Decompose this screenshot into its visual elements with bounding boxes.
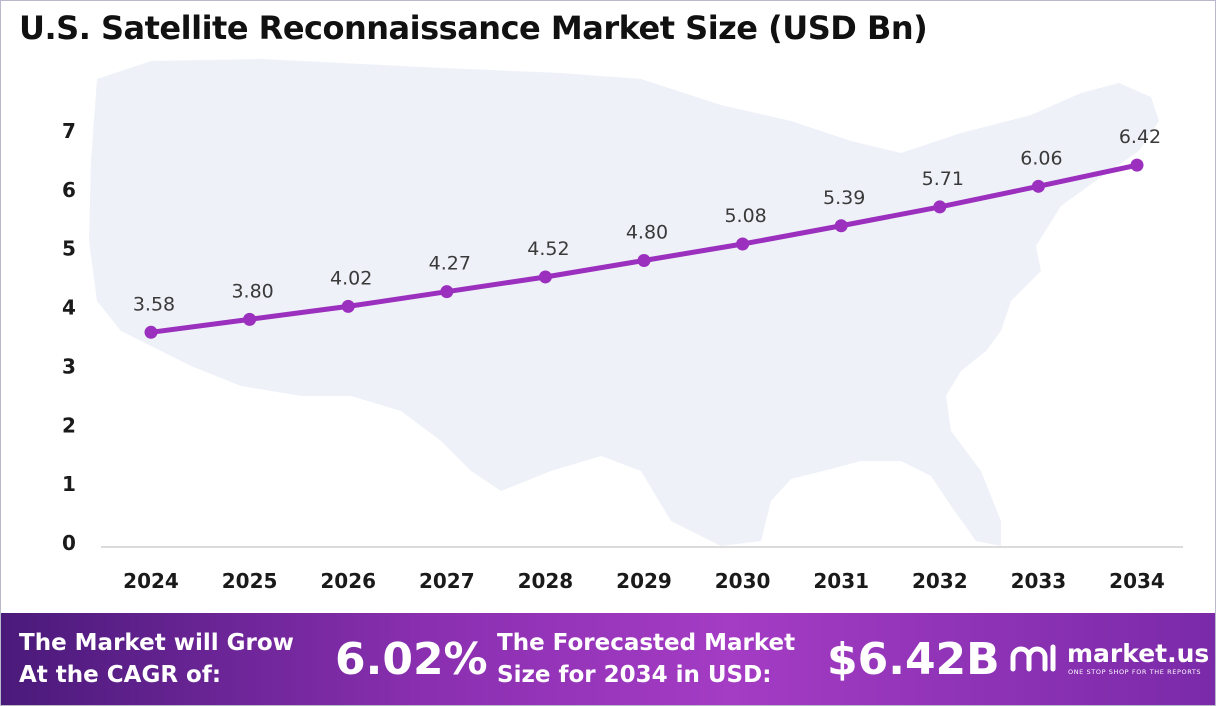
y-tick-label: 0 [62, 531, 76, 555]
x-tick-label: 2034 [1109, 569, 1165, 593]
cagr-value: 6.02% [335, 634, 488, 685]
data-label: 4.80 [626, 221, 668, 243]
y-tick-label: 2 [62, 413, 76, 437]
data-point [1031, 179, 1045, 193]
market-us-logo-icon [1010, 644, 1056, 672]
x-tick-label: 2026 [320, 569, 376, 593]
data-label: 5.71 [922, 168, 964, 190]
usa-map-background [89, 59, 1159, 546]
data-point [341, 299, 355, 313]
data-point [736, 237, 750, 251]
data-point [933, 200, 947, 214]
data-point [834, 219, 848, 233]
x-tick-label: 2033 [1011, 569, 1067, 593]
x-tick-label: 2024 [123, 569, 179, 593]
forecast-value: $6.42B [827, 634, 1000, 685]
logo-name: market.us [1067, 639, 1210, 668]
data-point [243, 312, 257, 326]
data-label: 4.02 [330, 267, 372, 289]
forecast-label-line2: Size for 2034 in USD: [497, 662, 772, 688]
y-tick-label: 7 [62, 119, 76, 143]
x-tick-label: 2031 [813, 569, 869, 593]
data-point [440, 285, 454, 299]
line-chart: 0 1 2 3 4 5 6 7 2024 2025 2026 2027 2028 2029 2030 203… [62, 59, 1183, 593]
cagr-label-line1: The Market will Grow [19, 630, 294, 656]
data-label: 6.06 [1020, 147, 1062, 169]
x-tick-label: 2025 [222, 569, 278, 593]
x-tick-label: 2030 [715, 569, 771, 593]
data-label: 6.42 [1119, 126, 1161, 148]
data-point [144, 325, 158, 339]
data-label: 5.08 [724, 205, 766, 227]
data-label: 5.39 [823, 187, 865, 209]
y-tick-label: 5 [62, 237, 76, 261]
x-tick-label: 2027 [419, 569, 475, 593]
y-tick-label: 6 [62, 178, 76, 202]
data-point [538, 270, 552, 284]
cagr-label-line2: At the CAGR of: [19, 662, 222, 688]
x-tick-label: 2028 [518, 569, 574, 593]
x-tick-label: 2032 [912, 569, 968, 593]
x-tick-label: 2029 [616, 569, 672, 593]
chart-title: U.S. Satellite Reconnaissance Market Siz… [19, 9, 928, 47]
y-tick-label: 4 [62, 296, 76, 320]
forecast-label-line1: The Forecasted Market [497, 630, 796, 656]
summary-footer: The Market will Grow At the CAGR of: 6.0… [1, 613, 1215, 705]
data-label: 3.80 [231, 280, 273, 302]
data-label: 3.58 [133, 293, 175, 315]
data-point [1130, 158, 1144, 172]
y-tick-label: 1 [62, 472, 76, 496]
logo-tagline: ONE STOP SHOP FOR THE REPORTS [1068, 668, 1202, 676]
y-tick-label: 3 [62, 354, 76, 378]
data-label: 4.27 [429, 253, 471, 275]
data-point [637, 253, 651, 267]
data-label: 4.52 [527, 238, 569, 260]
